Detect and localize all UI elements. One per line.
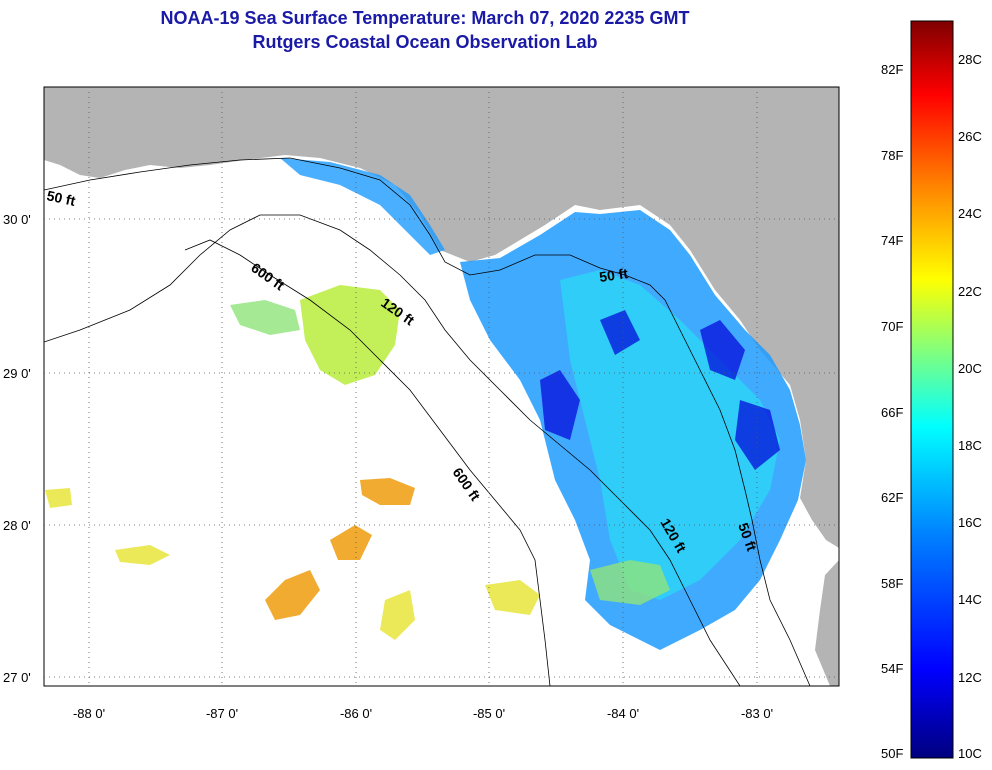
colorbar-f-label: 70F (881, 319, 903, 334)
colorbar-c-label: 20C (958, 361, 982, 376)
colorbar-c-label: 18C (958, 438, 982, 453)
lon-tick-label: -85 0' (473, 706, 505, 721)
colorbar-f-label: 82F (881, 62, 903, 77)
colorbar-f-label: 78F (881, 148, 903, 163)
colorbar-f-label: 66F (881, 405, 903, 420)
colorbar-f-label: 50F (881, 746, 903, 761)
contour-600ft (184, 239, 551, 686)
lat-tick-label: 30 0' (3, 212, 31, 227)
land-peninsula-south (815, 560, 839, 686)
contour-label: 50 ft (598, 265, 629, 285)
lon-tick-label: -86 0' (340, 706, 372, 721)
colorbar-c-label: 14C (958, 592, 982, 607)
colorbar-c-label: 10C (958, 746, 982, 761)
colorbar-c-label: 16C (958, 515, 982, 530)
sst-warm-yellow (300, 285, 400, 385)
sst-coastal-strip-north (280, 158, 445, 255)
colorbar-c-label: 22C (958, 284, 982, 299)
lon-tick-label: -84 0' (607, 706, 639, 721)
colorbar-c-label: 12C (958, 670, 982, 685)
colorbar-f-label: 54F (881, 661, 903, 676)
contour-50ft-west (44, 157, 811, 686)
sst-yellow-patches (45, 488, 540, 640)
sst-green-patch (230, 300, 670, 605)
contour-120ft (44, 214, 741, 686)
land-mass (44, 87, 839, 548)
lon-tick-label: -88 0' (73, 706, 105, 721)
colorbar-c-label: 26C (958, 129, 982, 144)
lat-tick-label: 27 0' (3, 670, 31, 685)
sst-orange-patches (265, 478, 415, 620)
sst-dark-blue-patches (540, 310, 780, 470)
map-border (43, 86, 840, 687)
map-subtitle: Rutgers Coastal Ocean Observation Lab (252, 32, 598, 52)
colorbar-f-label: 58F (881, 576, 903, 591)
lon-tick-label: -87 0' (206, 706, 238, 721)
colorbar-c-label: 24C (958, 206, 982, 221)
colorbar-c-label: 28C (958, 52, 982, 67)
colorbar-f-label: 74F (881, 233, 903, 248)
lat-tick-label: 29 0' (3, 366, 31, 381)
lat-tick-label: 28 0' (3, 518, 31, 533)
contour-label: 50 ft (45, 187, 77, 209)
lon-tick-label: -83 0' (741, 706, 773, 721)
colorbar-f-label: 62F (881, 490, 903, 505)
map-title: NOAA-19 Sea Surface Temperature: March 0… (160, 8, 690, 28)
colorbar (910, 20, 954, 759)
